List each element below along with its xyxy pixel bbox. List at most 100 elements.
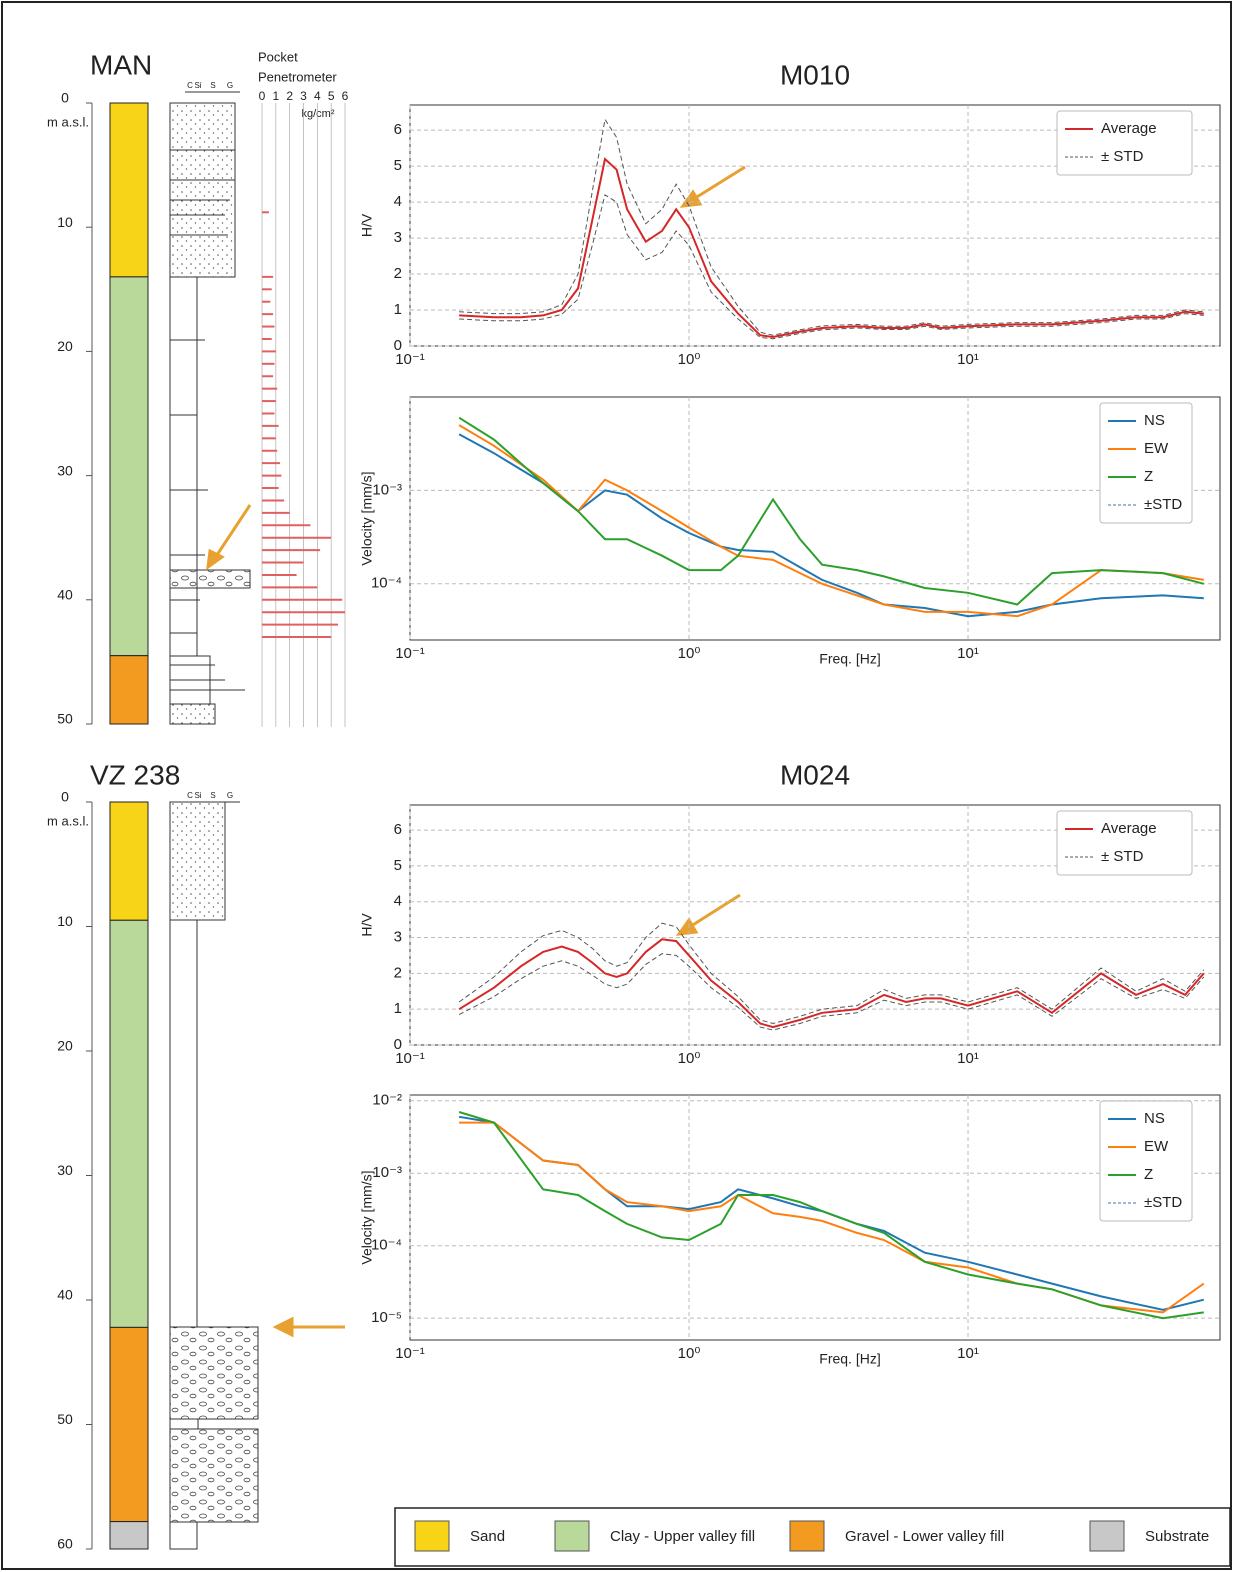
- y-tick-label: 10⁻³: [372, 1164, 402, 1181]
- series-line: [458, 938, 1205, 1029]
- x-tick-label: 10⁰: [678, 351, 701, 368]
- depth-label: 10: [57, 913, 73, 929]
- plot-area: [409, 1094, 1221, 1341]
- layer: [109, 102, 149, 278]
- legend-label: Gravel - Lower valley fill: [845, 1528, 1004, 1545]
- series-line: [458, 416, 1205, 606]
- legend-label: NS: [1144, 1110, 1165, 1127]
- y-tick-label: 1: [394, 1000, 402, 1017]
- x-axis-label: Freq. [Hz]: [819, 651, 880, 667]
- depth-label: 60: [57, 1536, 73, 1552]
- layer: [109, 655, 149, 725]
- borehole-name: VZ 238: [90, 759, 180, 790]
- legend-label: Clay - Upper valley fill: [610, 1528, 755, 1545]
- grain-scale-label: C: [187, 791, 193, 800]
- depth-label: 20: [57, 1038, 73, 1054]
- layer: [109, 919, 149, 1328]
- series-line: [459, 1121, 1205, 1314]
- y-tick-label: 2: [394, 265, 402, 282]
- layer: [109, 1326, 149, 1523]
- legend-frame: [1056, 810, 1193, 876]
- y-tick-label: 3: [394, 229, 402, 246]
- legend-label: NS: [1144, 412, 1165, 429]
- grain-scale-label: Si: [194, 81, 201, 90]
- x-tick-label: 10⁰: [678, 1345, 701, 1362]
- legend-swatch: [414, 1520, 450, 1552]
- pen-tick: 5: [328, 89, 335, 103]
- legend-frame: [1099, 1100, 1193, 1222]
- depth-label: 50: [57, 1411, 73, 1427]
- legend-label: Average: [1101, 120, 1157, 137]
- depth-unit: m a.s.l.: [47, 813, 89, 828]
- x-tick-label: 10⁻¹: [395, 351, 425, 368]
- grain-scale-label: S: [210, 791, 215, 800]
- series-line: [459, 118, 1204, 336]
- y-tick-label: 4: [394, 893, 402, 910]
- x-tick-label: 10¹: [957, 1345, 979, 1362]
- plot-area: [409, 396, 1221, 641]
- series-line: [459, 157, 1204, 339]
- y-tick-label: 10⁻⁴: [371, 1237, 402, 1254]
- depth-label: 40: [57, 1287, 73, 1303]
- x-tick-label: 10⁰: [678, 1050, 701, 1067]
- x-tick-label: 10⁻¹: [395, 645, 425, 662]
- legend-label: Substrate: [1145, 1528, 1209, 1545]
- series-line: [459, 194, 1204, 340]
- y-axis-label: Velocity [mm/s]: [359, 1170, 375, 1264]
- grain-scale-label: G: [227, 81, 233, 90]
- legend-label: Z: [1144, 468, 1153, 485]
- y-tick-label: 10⁻⁵: [371, 1309, 402, 1326]
- legend-label: ±STD: [1144, 1194, 1182, 1211]
- y-tick-label: 0: [394, 337, 402, 354]
- layer: [109, 1521, 149, 1550]
- series-line: [458, 433, 1204, 618]
- pen-unit: kg/cm²: [302, 108, 335, 120]
- pen-tick: 4: [314, 89, 321, 103]
- series-line: [458, 424, 1204, 618]
- y-tick-label: 6: [394, 121, 402, 138]
- layer: [109, 801, 149, 921]
- x-tick-label: 10⁻¹: [395, 1345, 425, 1362]
- borehole-name: MAN: [90, 49, 152, 80]
- pen-tick: 3: [300, 89, 307, 103]
- depth-label: 50: [57, 711, 73, 727]
- legend-label: EW: [1144, 440, 1169, 457]
- legend-swatch: [1089, 1520, 1125, 1552]
- y-axis-label: H/V: [359, 213, 375, 237]
- legend-label: EW: [1144, 1138, 1169, 1155]
- layer: [109, 276, 149, 657]
- grain-scale-label: C: [187, 81, 193, 90]
- legend-label: ±STD: [1144, 496, 1182, 513]
- y-tick-label: 5: [394, 857, 402, 874]
- depth-label: 30: [57, 462, 73, 478]
- series-line: [458, 1115, 1205, 1311]
- chart-title: M010: [780, 59, 850, 90]
- x-tick-label: 10⁰: [678, 645, 701, 662]
- y-tick-label: 0: [394, 1036, 402, 1053]
- legend-label: ± STD: [1101, 148, 1144, 165]
- pen-tick: 1: [272, 89, 279, 103]
- y-tick-label: 10⁻²: [372, 1092, 402, 1109]
- x-axis-label: Freq. [Hz]: [819, 1351, 880, 1367]
- pen-title: Penetrometer: [258, 69, 337, 84]
- x-tick-label: 10¹: [957, 351, 979, 368]
- grain-scale-label: G: [227, 791, 233, 800]
- legend-frame: [1056, 110, 1193, 176]
- grain-scale-label: S: [210, 81, 215, 90]
- x-tick-label: 10⁻¹: [395, 1050, 425, 1067]
- arrows: [206, 165, 746, 1338]
- grain-scale-label: Si: [194, 791, 201, 800]
- legend-label: Sand: [470, 1528, 505, 1545]
- y-tick-label: 10⁻⁴: [371, 575, 402, 592]
- y-tick-label: 1: [394, 301, 402, 318]
- pen-tick: 2: [286, 89, 293, 103]
- series-line: [458, 1111, 1204, 1320]
- x-tick-label: 10¹: [957, 645, 979, 662]
- depth-label: 0: [61, 90, 69, 106]
- legend-swatch: [554, 1520, 590, 1552]
- y-tick-label: 5: [394, 157, 402, 174]
- pen-title: Pocket: [258, 49, 298, 64]
- chart-title: M024: [780, 759, 850, 790]
